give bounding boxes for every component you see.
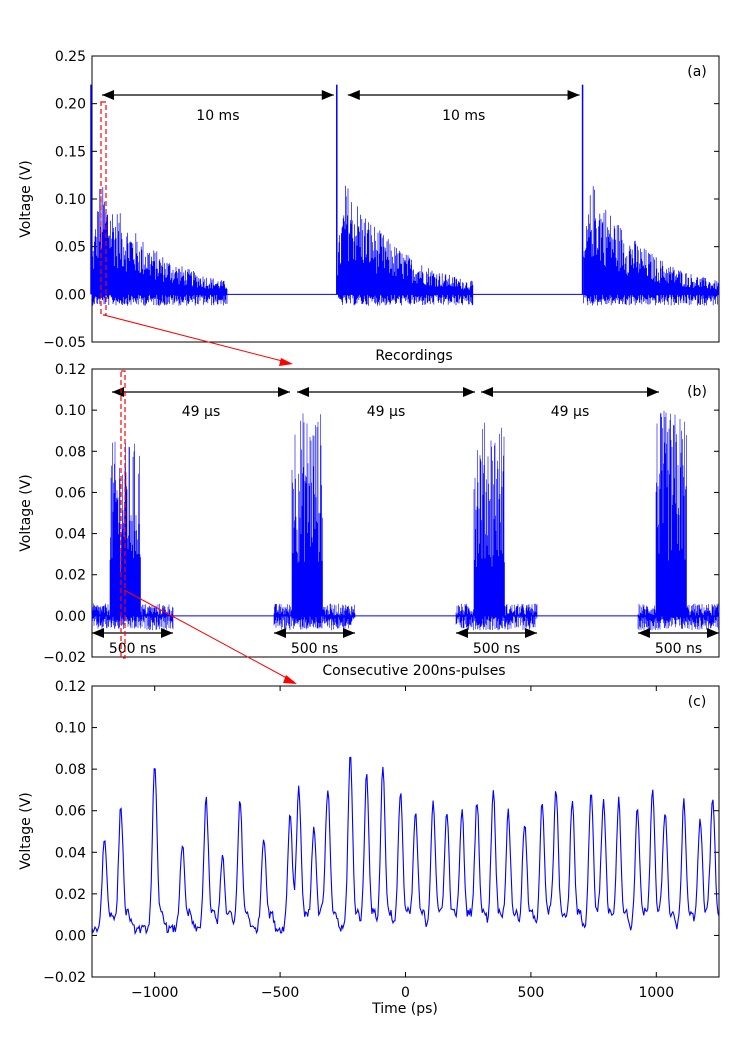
panel-a: 0.250.200.150.100.050.00−0.05 10 ms 10 ms… — [18, 49, 720, 364]
period-arrow-3-head-right — [647, 387, 659, 397]
y-tick-label: 0.08 — [55, 444, 86, 460]
panel-c: 0.120.100.080.060.040.020.00−0.02 −1000−… — [18, 679, 720, 1017]
panel-a-signal — [90, 84, 719, 306]
x-tick-label: −500 — [261, 985, 299, 1001]
waveform — [91, 756, 720, 936]
window-arrow-4-head-right — [707, 628, 719, 638]
y-tick-label: 0.04 — [55, 845, 86, 861]
y-tick-label: 0.10 — [55, 721, 86, 737]
period-arrow-2-head-right — [567, 90, 580, 100]
window-arrow-2-head-right — [343, 628, 355, 638]
panel-b-signal — [91, 410, 720, 631]
panel-a-ylabel: Voltage (V) — [18, 160, 34, 237]
y-tick-label: 0.02 — [55, 887, 86, 903]
window-label-4: 500 ns — [655, 641, 702, 657]
zoom-arrowhead-a — [279, 358, 293, 366]
period-arrow-1-head-right — [278, 387, 290, 397]
period-label-1: 10 ms — [196, 108, 239, 124]
zoom-markers — [100, 101, 297, 684]
panel-c-x-ticks: −1000 −500 0 500 1000 — [131, 686, 674, 1001]
y-tick-label: 0.02 — [55, 568, 86, 584]
period-arrow-1-head-left — [102, 90, 115, 100]
y-tick-label: 0.10 — [55, 403, 86, 419]
y-tick-label: 0.12 — [55, 362, 86, 378]
panel-b: 0.120.100.080.060.040.020.00−0.02 49 µs 4… — [18, 362, 720, 679]
panel-a-xlabel: Recordings — [375, 348, 452, 364]
y-tick-label: 0.10 — [55, 192, 86, 208]
y-tick-label: 0.00 — [55, 609, 86, 625]
panel-b-y-ticks: 0.12 0.10 0.08 0.06 0.04 0.02 0.00 −0.02 — [43, 362, 719, 666]
zoom-arrowhead-b — [283, 675, 297, 684]
period-arrow-1-head-right — [321, 90, 334, 100]
zoom-box-b — [120, 370, 126, 659]
y-tick-label: −0.02 — [43, 650, 86, 666]
y-tick-label: 0.06 — [55, 804, 86, 820]
period-label-3: 49 µs — [551, 404, 589, 420]
y-tick-label: 0.15 — [55, 144, 86, 160]
y-tick-label: 0.08 — [55, 762, 86, 778]
zoom-line-b — [123, 589, 295, 683]
panel-a-y-ticks: 0.25 0.20 0.15 0.10 0.05 0.00 −0.05 — [43, 49, 719, 351]
x-tick-label: 0 — [401, 985, 410, 1001]
panel-c-tag: (c) — [688, 694, 707, 710]
panel-a-annotations: 10 ms 10 ms — [102, 90, 580, 124]
period-label-2: 49 µs — [367, 404, 405, 420]
panel-b-annotations: 49 µs 49 µs 49 µs 500 ns 500 ns 500 ns 500 ns — [92, 387, 719, 657]
burst-3 — [583, 186, 719, 306]
pulse-2 — [273, 413, 356, 631]
pulse-3 — [455, 422, 538, 631]
window-arrow-1-head-left — [92, 628, 104, 638]
y-tick-label: 0.00 — [55, 928, 86, 944]
y-tick-label: 0.05 — [55, 240, 86, 256]
burst-1 — [91, 187, 228, 306]
y-tick-label: 0.20 — [55, 97, 86, 113]
panel-c-ylabel: Voltage (V) — [18, 792, 34, 869]
panel-c-frame — [91, 685, 720, 978]
x-tick-label: 500 — [518, 985, 545, 1001]
window-label-3: 500 ns — [473, 641, 520, 657]
panel-c-xlabel: Time (ps) — [371, 1001, 438, 1017]
panel-b-xlabel: Consecutive 200ns-pulses — [322, 663, 505, 679]
period-label-2: 10 ms — [442, 108, 485, 124]
y-tick-label: 0.00 — [55, 287, 86, 303]
window-label-1: 500 ns — [109, 641, 156, 657]
window-label-2: 500 ns — [291, 641, 338, 657]
pulse-4 — [637, 410, 720, 631]
window-arrow-3-head-left — [456, 628, 468, 638]
burst-2 — [337, 185, 474, 306]
y-tick-label: −0.02 — [43, 970, 86, 986]
period-arrow-2-head-left — [297, 387, 309, 397]
x-tick-label: −1000 — [131, 985, 178, 1001]
period-label-1: 49 µs — [182, 404, 220, 420]
y-tick-label: 0.04 — [55, 527, 86, 543]
panel-a-tag: (a) — [687, 64, 707, 80]
period-arrow-1-head-left — [112, 387, 124, 397]
y-tick-label: 0.25 — [55, 49, 86, 65]
period-arrow-2-head-right — [463, 387, 475, 397]
window-arrow-1-head-right — [161, 628, 173, 638]
panel-c-signal — [91, 756, 720, 936]
y-tick-label: 0.06 — [55, 485, 86, 501]
zoom-line-a — [103, 314, 291, 364]
window-arrow-3-head-right — [525, 628, 537, 638]
y-tick-label: −0.05 — [43, 335, 86, 351]
zoom-box-a — [100, 101, 107, 316]
window-arrow-2-head-left — [274, 628, 286, 638]
panel-b-ylabel: Voltage (V) — [18, 474, 34, 551]
panel-c-y-ticks: 0.12 0.10 0.08 0.06 0.04 0.02 0.00 −0.02 — [43, 679, 719, 986]
pulse-1 — [91, 441, 174, 631]
panel-b-tag: (b) — [687, 384, 707, 400]
panel-b-frame — [91, 368, 720, 658]
period-arrow-2-head-left — [347, 90, 360, 100]
x-tick-label: 1000 — [638, 985, 674, 1001]
y-tick-label: 0.12 — [55, 679, 86, 695]
window-arrow-4-head-left — [638, 628, 650, 638]
period-arrow-3-head-left — [481, 387, 493, 397]
